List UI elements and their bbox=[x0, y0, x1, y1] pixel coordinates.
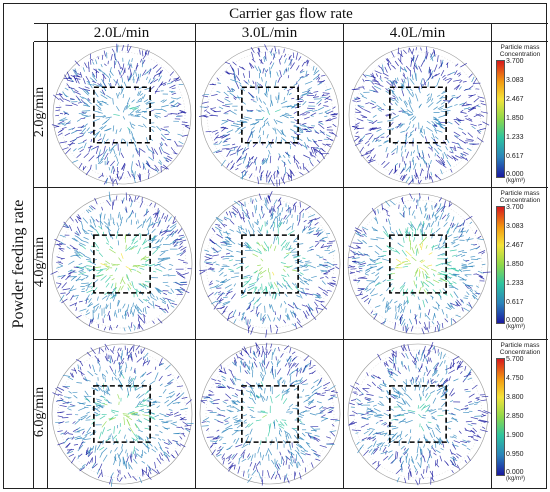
colorbar-legend-1: Particle mass Concentration 3.700 3.083 … bbox=[494, 44, 546, 186]
sim-cell-r3-c1 bbox=[48, 340, 196, 488]
chamber-inner-outline bbox=[205, 349, 335, 479]
tick-label: 1.900 bbox=[506, 432, 524, 439]
vector-field bbox=[198, 44, 339, 187]
substrate-region-box bbox=[389, 385, 447, 443]
substrate-region-box bbox=[241, 385, 299, 443]
column-header-2: 3.0L/min bbox=[196, 24, 344, 42]
sim-cell-r3-c2 bbox=[196, 340, 344, 488]
vector-field bbox=[50, 191, 192, 332]
chamber-inner-outline bbox=[205, 199, 335, 329]
chamber-outline bbox=[51, 343, 193, 485]
chamber-outline bbox=[347, 193, 489, 335]
tick-label: 1.233 bbox=[506, 134, 524, 141]
chamber-inner-outline bbox=[353, 199, 483, 329]
corner-cell bbox=[34, 24, 48, 42]
tick-label: 3.083 bbox=[506, 223, 524, 230]
unit-label: (kg/m³) bbox=[506, 178, 525, 184]
tick-label: 1.233 bbox=[506, 280, 524, 287]
column-header-3: 4.0L/min bbox=[344, 24, 492, 42]
legend-title-3a: Particle mass bbox=[500, 342, 540, 349]
tick-label: 3.083 bbox=[506, 77, 524, 84]
tick-label: 0.950 bbox=[506, 451, 524, 458]
chamber-inner-outline bbox=[57, 199, 187, 329]
tick-label: 3.700 bbox=[506, 58, 524, 65]
carrier-gas-header: Carrier gas flow rate bbox=[34, 4, 548, 24]
vector-field bbox=[51, 43, 191, 187]
tick-label: 1.850 bbox=[506, 115, 524, 122]
legend-title-2a: Particle mass bbox=[500, 190, 540, 197]
chamber-inner-outline bbox=[58, 51, 186, 179]
legend-column-header bbox=[492, 24, 548, 42]
tick-label: 1.850 bbox=[506, 261, 524, 268]
colorbar-1 bbox=[496, 60, 505, 178]
tick-label: 3.700 bbox=[506, 204, 524, 211]
vector-field bbox=[348, 341, 491, 486]
sim-cell-r2-c2 bbox=[196, 188, 344, 340]
chamber-inner-outline bbox=[57, 349, 187, 479]
row-label-3: 6.0g/min bbox=[32, 386, 47, 438]
colorbar-3 bbox=[496, 358, 505, 476]
chamber-outline bbox=[347, 343, 489, 485]
legend-title-1b: Concentration bbox=[499, 51, 541, 58]
chamber-outline bbox=[52, 45, 192, 185]
tick-label: 0.617 bbox=[506, 299, 524, 306]
chamber-inner-outline bbox=[353, 349, 483, 479]
colorbar-2 bbox=[496, 206, 505, 324]
sim-cell-r2-c1 bbox=[48, 188, 196, 340]
colorbar-legend-2: Particle mass Concentration 3.700 3.083 … bbox=[494, 190, 546, 338]
substrate-region-box bbox=[93, 385, 151, 443]
sim-cell-r1-c2 bbox=[196, 42, 344, 188]
vector-field bbox=[199, 191, 340, 338]
substrate-region-box bbox=[93, 86, 151, 144]
chamber-inner-outline bbox=[354, 51, 482, 179]
substrate-region-box bbox=[389, 234, 447, 294]
sim-cell-r1-c3 bbox=[344, 42, 492, 188]
legend-cell-3: Particle mass Concentration 5.700 4.750 … bbox=[492, 340, 548, 488]
tick-label: 2.850 bbox=[506, 413, 524, 420]
tick-label: 0.000 bbox=[506, 469, 524, 476]
tick-label: 2.467 bbox=[506, 242, 524, 249]
legend-cell-1: Particle mass Concentration 3.700 3.083 … bbox=[492, 42, 548, 188]
substrate-region-box bbox=[93, 234, 151, 294]
tick-label: 0.000 bbox=[506, 317, 524, 324]
chamber-outline bbox=[199, 343, 341, 485]
vector-field bbox=[347, 193, 491, 335]
tick-label: 3.800 bbox=[506, 394, 524, 401]
unit-label: (kg/m³) bbox=[506, 324, 525, 330]
chamber-outline bbox=[200, 45, 340, 185]
vector-field bbox=[52, 343, 194, 487]
column-header-1: 2.0L/min bbox=[48, 24, 196, 42]
tick-label: 2.467 bbox=[506, 96, 524, 103]
row-header-1: 2.0g/min bbox=[32, 42, 48, 188]
legend-title-2b: Concentration bbox=[499, 197, 541, 204]
figure-frame: Carrier gas flow rate 2.0L/min 3.0L/min … bbox=[3, 3, 548, 489]
row-label-1: 2.0g/min bbox=[32, 86, 47, 138]
tick-label: 4.750 bbox=[506, 375, 524, 382]
chamber-outline bbox=[199, 193, 341, 335]
side-label-cell: Powder feeding rate bbox=[4, 42, 34, 488]
tick-label: 0.617 bbox=[506, 153, 524, 160]
substrate-region-box bbox=[241, 86, 299, 144]
sim-cell-r3-c3 bbox=[344, 340, 492, 488]
vector-field bbox=[200, 342, 340, 486]
colorbar-legend-3: Particle mass Concentration 5.700 4.750 … bbox=[494, 342, 546, 486]
tick-label: 0.000 bbox=[506, 171, 524, 178]
substrate-region-box bbox=[389, 86, 447, 144]
legend-title-3b: Concentration bbox=[499, 349, 541, 356]
vector-field bbox=[351, 46, 490, 186]
sim-cell-r1-c1 bbox=[48, 42, 196, 188]
chamber-outline bbox=[348, 45, 488, 185]
powder-feeding-label: Powder feeding rate bbox=[10, 199, 27, 329]
legend-title-1a: Particle mass bbox=[500, 44, 540, 51]
chamber-outline bbox=[51, 193, 193, 335]
sim-cell-r2-c3 bbox=[344, 188, 492, 340]
row-label-2: 4.0g/min bbox=[32, 236, 47, 288]
legend-cell-2: Particle mass Concentration 3.700 3.083 … bbox=[492, 188, 548, 340]
row-header-2: 4.0g/min bbox=[32, 188, 48, 340]
substrate-region-box bbox=[241, 234, 299, 294]
row-header-3: 6.0g/min bbox=[32, 340, 48, 488]
tick-label: 5.700 bbox=[506, 356, 524, 363]
unit-label: (kg/m³) bbox=[506, 476, 525, 482]
